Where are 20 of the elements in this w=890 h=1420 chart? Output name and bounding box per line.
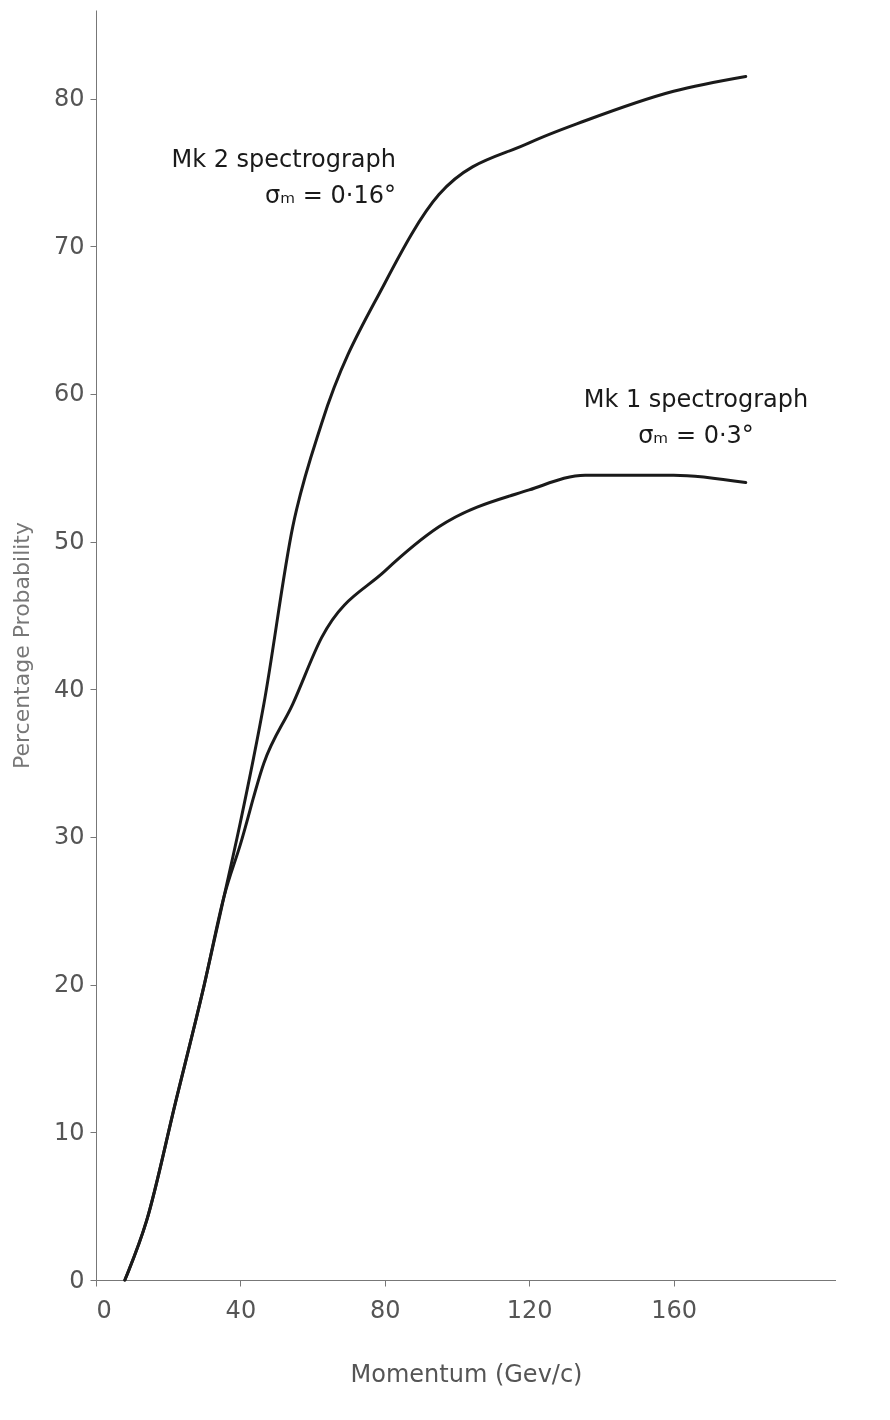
x-tick-label: 80 [370,1295,401,1324]
y-tick-label: 40 [53,674,85,703]
y-tick-label: 20 [53,970,85,999]
y-tick-label: 10 [53,1117,85,1146]
annotation: σₘ = 0·3° [638,421,754,449]
annotation: σₘ = 0·16° [265,181,396,209]
y-axis-title: Percentage Probability [8,521,34,770]
y-tick-label: 80 [53,84,85,113]
y-tick-label: 70 [53,231,85,260]
x-axis-title: Momentum (Gev/c) [350,1359,583,1388]
y-tick-label: 30 [53,822,85,851]
text: Mk 1 spectrograph [583,385,809,413]
x-tick-label: 160 [651,1295,697,1324]
y-tick-label: 50 [53,527,85,556]
y-tick-label: 60 [53,379,85,408]
y-tick-label: 0 [69,1265,85,1294]
x-tick-label: 0 [96,1295,112,1324]
x-tick-label: 120 [506,1295,553,1324]
x-tick-label: 40 [225,1295,257,1324]
series-label: Mk 2 spectrograph [171,145,396,173]
